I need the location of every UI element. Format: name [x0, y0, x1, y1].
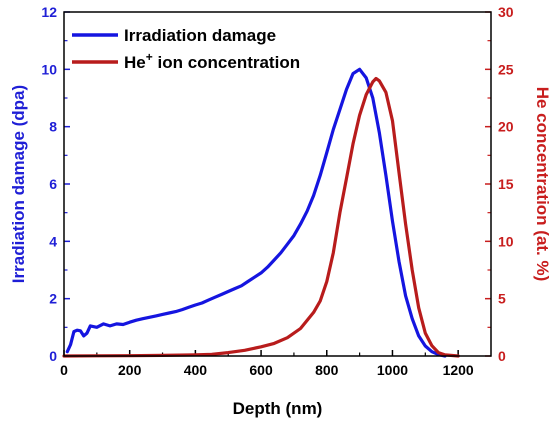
y-left-tick-label: 0	[49, 348, 57, 364]
y-right-tick-label: 0	[498, 348, 506, 364]
series-layer	[62, 67, 460, 358]
legend-label: Irradiation damage	[124, 26, 276, 45]
y-left-tick-label: 2	[49, 291, 57, 307]
y-right-tick-label: 10	[498, 233, 514, 249]
y-right-tick-label: 5	[498, 291, 506, 307]
y-left-tick-label: 10	[41, 61, 57, 77]
y-left-tick-label: 6	[49, 176, 57, 192]
x-tick-label: 1200	[443, 362, 474, 378]
x-tick-label: 1000	[377, 362, 408, 378]
series-line-he-ion-concentration	[62, 76, 460, 358]
y-axis-left-title: Irradiation damage (dpa)	[9, 85, 28, 283]
series-line-irradiation-damage	[65, 67, 447, 358]
x-tick-label: 200	[118, 362, 142, 378]
y-axis-right-title: He concentration (at. %)	[533, 87, 550, 282]
legend: Irradiation damage He+ ion concentration	[72, 26, 300, 72]
ticks-layer: 0 200 400 600 800 1000 1200 0 2 4 6 8 10 12 0 5 10 15 20 25…	[41, 4, 513, 378]
plot-frame	[63, 11, 492, 357]
y-left-tick-label: 4	[49, 233, 57, 249]
y-right-tick-label: 15	[498, 176, 514, 192]
y-left-tick-label: 12	[41, 4, 57, 20]
x-tick-label: 800	[315, 362, 339, 378]
x-tick-label: 600	[249, 362, 273, 378]
y-right-tick-label: 30	[498, 4, 514, 20]
y-right-tick-label: 20	[498, 119, 514, 135]
legend-label: He+ ion concentration	[124, 50, 300, 72]
x-tick-label: 0	[60, 362, 68, 378]
y-left-tick-label: 8	[49, 119, 57, 135]
y-right-tick-label: 25	[498, 61, 514, 77]
x-tick-label: 400	[184, 362, 208, 378]
x-axis-title: Depth (nm)	[233, 399, 323, 418]
